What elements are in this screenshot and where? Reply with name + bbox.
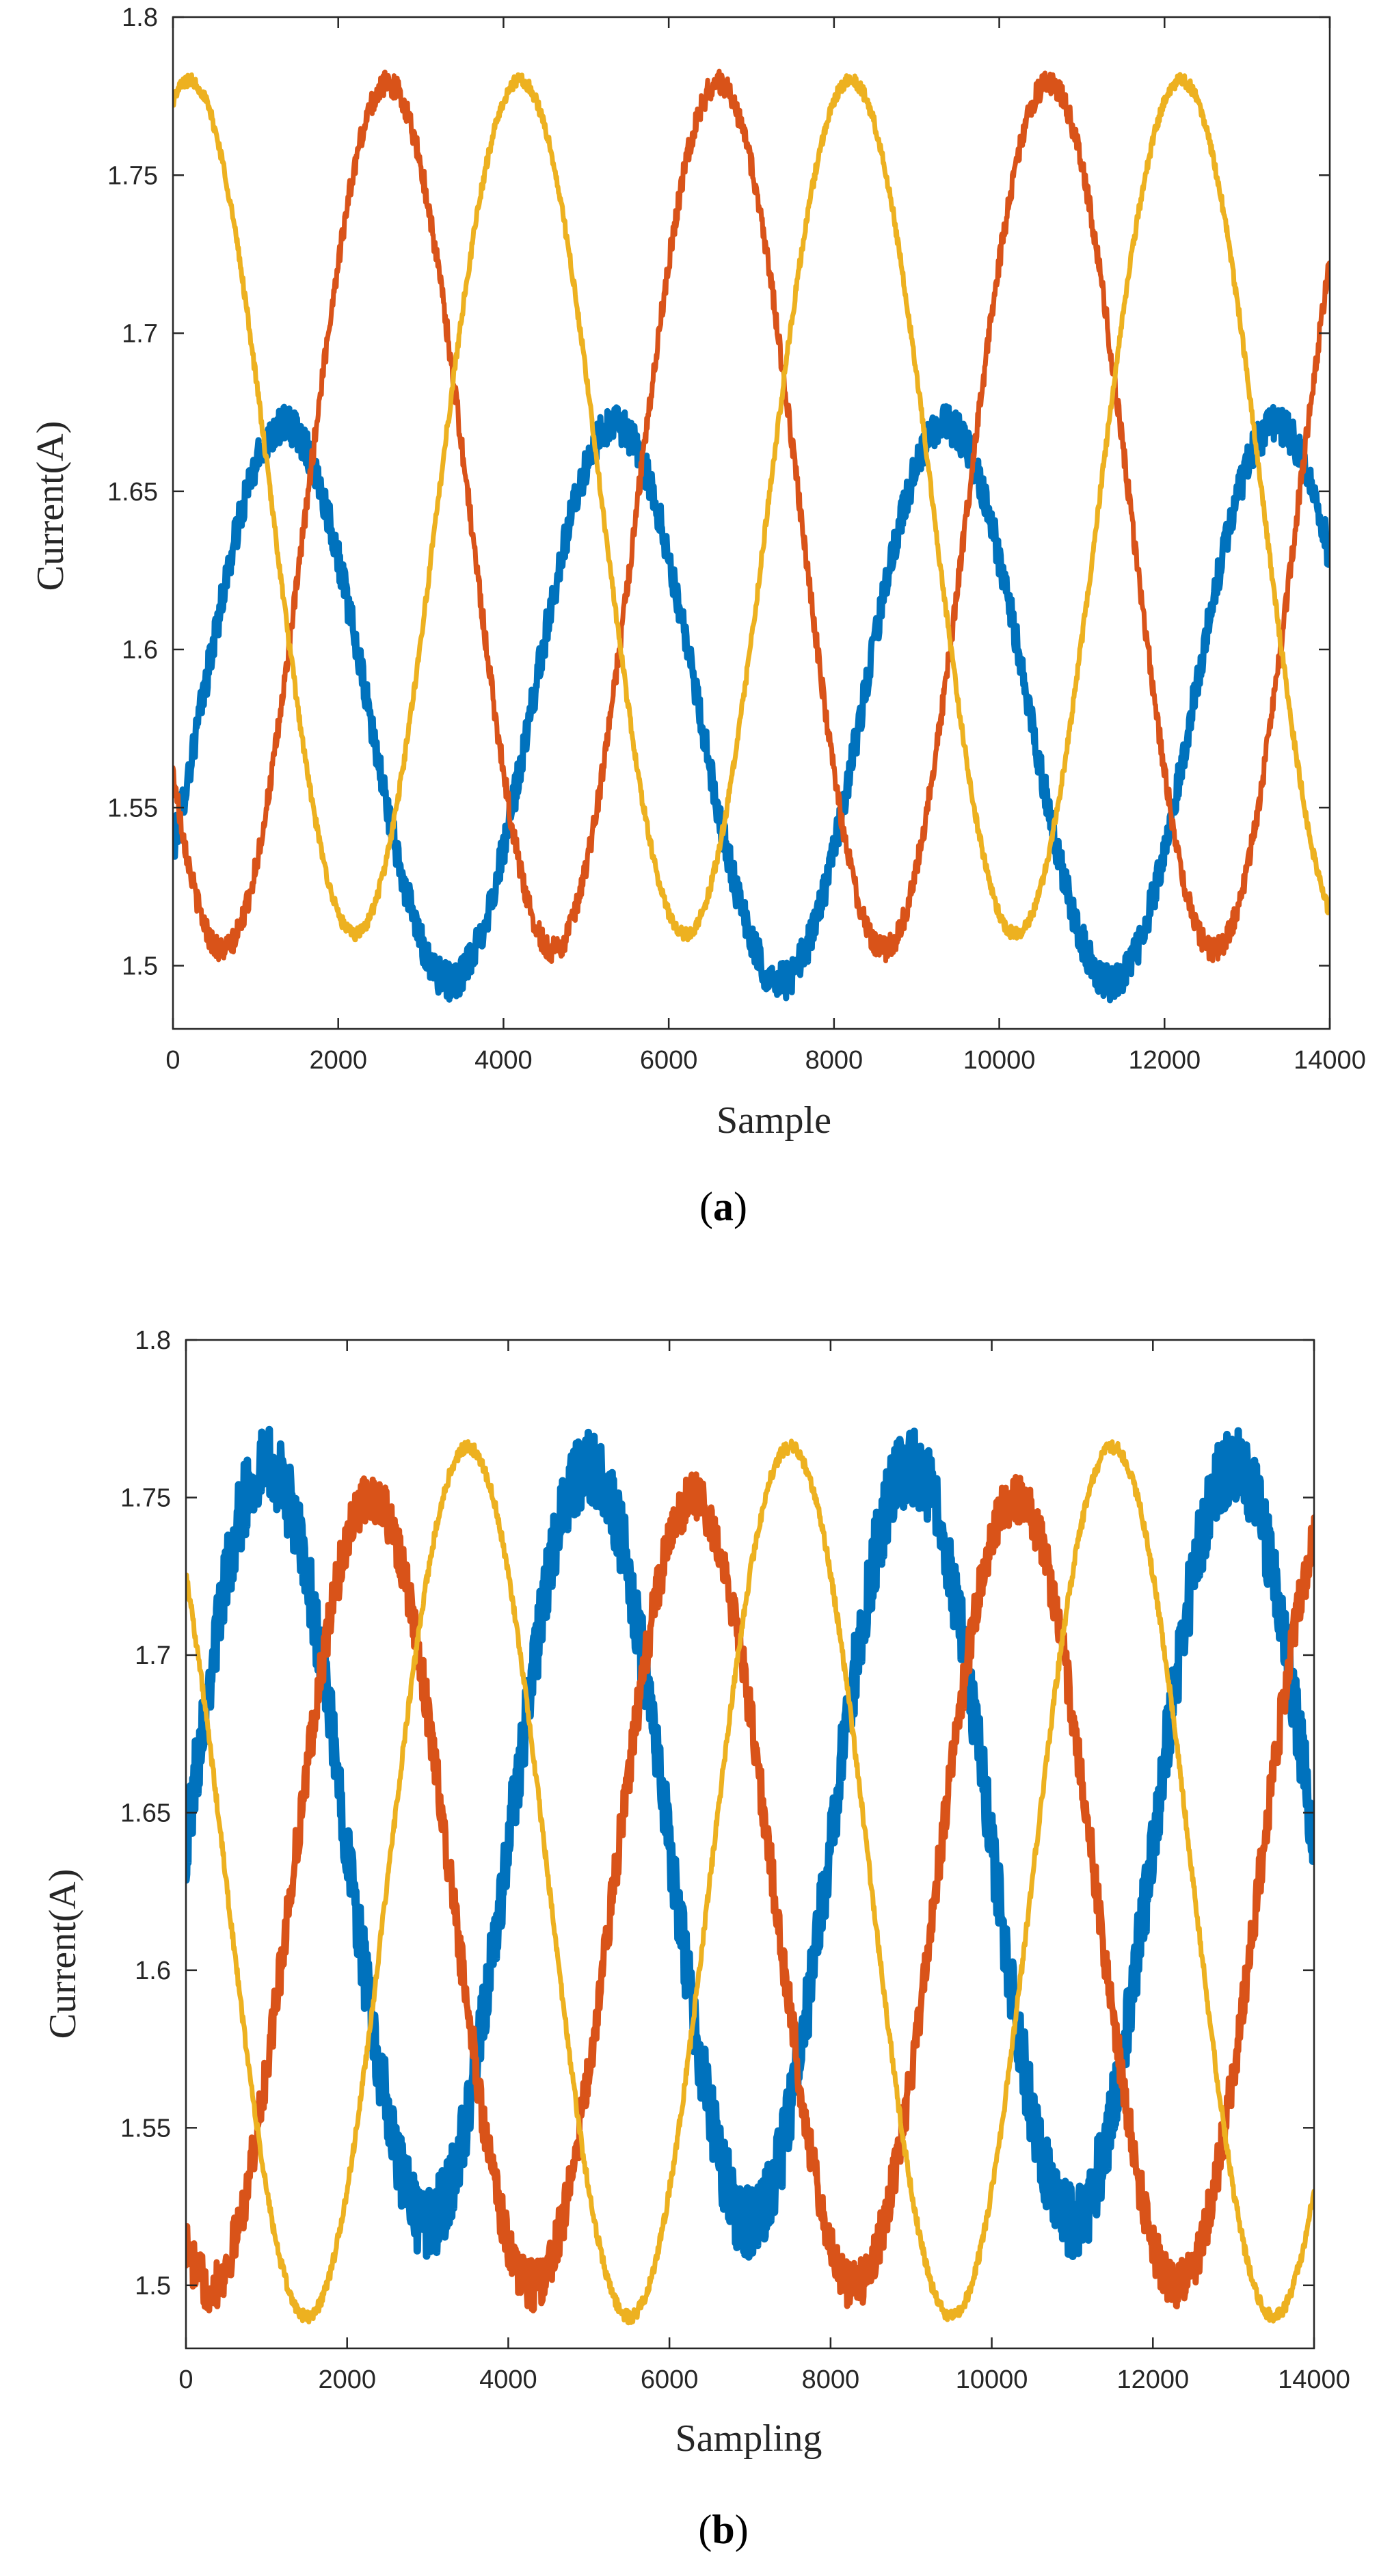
x-tick-label: 4000 [479,2365,537,2394]
x-tick-label: 4000 [474,1046,533,1075]
series-line-orange [186,1471,1314,2313]
x-tick-label: 0 [178,2365,193,2394]
y-tick-label: 1.8 [122,3,158,32]
axes-box [185,1339,1315,2350]
panel-b-y-axis-title: Current(A) [42,1869,84,2039]
x-tick-label: 14000 [1294,1046,1366,1075]
series-line-orange [173,68,1330,964]
x-tick-label: 14000 [1278,2365,1350,2394]
x-tick-label: 6000 [641,2365,699,2394]
y-tick-label: 1.75 [120,1484,171,1512]
panel-a-caption-letter: a [713,1184,734,1229]
panel-a-caption: (a) [699,1184,747,1229]
series-line-blue [186,1425,1314,2261]
x-tick-label: 2000 [309,1046,367,1075]
x-tick-label: 0 [165,1046,180,1075]
y-tick-label: 1.5 [122,952,158,981]
y-tick-label: 1.65 [120,1799,171,1827]
x-tick-label: 8000 [802,2365,860,2394]
y-tick-label: 1.55 [107,794,158,822]
panel-a-x-axis-title: Sample [717,1099,831,1142]
x-tick-label: 12000 [1128,1046,1201,1075]
x-tick-label: 8000 [805,1046,863,1075]
x-tick-label: 10000 [956,2365,1028,2394]
panel-b-caption-letter: b [712,2507,734,2552]
y-tick-label: 1.75 [107,161,158,190]
panel-b-chart: 1.5 1.55 1.6 1.65 1.7 1.75 1.8 0 2000 4000 6000 80… [42,1326,1350,2552]
y-tick-label: 1.6 [135,1957,171,1985]
series-line-yellow [173,72,1330,943]
panel-b-caption: (b) [698,2507,748,2552]
panel-b-x-axis-title: Sampling [675,2417,822,2460]
x-tick-label: 10000 [963,1046,1036,1075]
y-tick-label: 1.5 [135,2272,171,2300]
series-line-blue [173,403,1330,1004]
panel-a-y-axis-title: Current(A) [29,421,72,591]
panel-b-plot-area [185,1339,1315,2350]
y-tick-label: 1.55 [120,2114,171,2143]
y-tick-label: 1.7 [135,1641,171,1670]
x-tick-label: 6000 [640,1046,698,1075]
panel-a-chart: 1.5 1.55 1.6 1.65 1.7 1.75 1.8 0 2000 4000 6000 80… [29,3,1366,1229]
y-tick-label: 1.65 [107,478,158,507]
panel-b-y-axis-ticks: 1.5 1.55 1.6 1.65 1.7 1.75 1.8 [120,1326,1314,2300]
axes-box [172,16,1331,1030]
y-tick-label: 1.6 [122,636,158,665]
x-tick-label: 2000 [318,2365,376,2394]
panel-a-y-axis-ticks: 1.5 1.55 1.6 1.65 1.7 1.75 1.8 [107,3,1330,981]
series-line-yellow [186,1438,1314,2326]
panel-b-x-axis-ticks: 0 2000 4000 6000 8000 10000 12000 14000 [178,1340,1350,2394]
panel-a-x-axis-ticks: 0 2000 4000 6000 8000 10000 12000 14000 [165,17,1366,1075]
x-tick-label: 12000 [1116,2365,1189,2394]
y-tick-label: 1.8 [135,1326,171,1355]
panel-a-plot-area [172,16,1331,1030]
y-tick-label: 1.7 [122,320,158,349]
